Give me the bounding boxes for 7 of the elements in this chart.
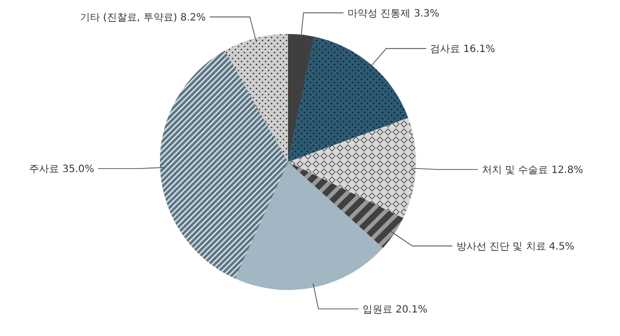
slice-label: 기타 (진찰료, 투약료) 8.2% xyxy=(80,12,206,24)
slice-label: 입원료 20.1% xyxy=(362,304,428,316)
slice-label: 방사선 진단 및 치료 4.5% xyxy=(456,241,574,252)
slice-label: 주사료 35.0% xyxy=(29,164,94,176)
slice-label: 검사료 16.1% xyxy=(430,44,496,56)
slice-label: 처치 및 수술료 12.8% xyxy=(482,165,584,176)
slice-label: 마약성 진통제 3.3% xyxy=(348,8,440,20)
